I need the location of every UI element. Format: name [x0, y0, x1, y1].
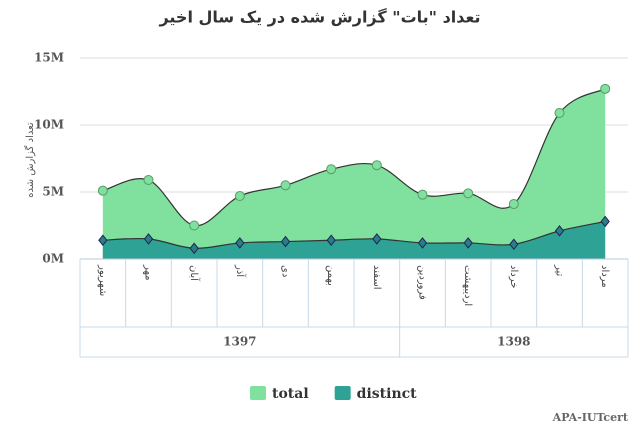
x-tick-label: آذر — [234, 264, 247, 278]
legend-label: total — [272, 386, 309, 402]
x-tick-label: اردیبهشت — [462, 265, 473, 306]
x-group-label: 1398 — [497, 335, 530, 349]
x-tick-label: بهمن — [325, 265, 336, 286]
marker — [463, 237, 473, 249]
marker — [417, 237, 428, 249]
y-tick-label: 0M — [42, 252, 64, 266]
x-tick-label: خرداد — [508, 265, 519, 288]
marker — [554, 225, 565, 237]
marker — [509, 238, 519, 251]
marker — [372, 233, 382, 245]
area-fill — [102, 221, 606, 259]
y-tick-label: 5M — [42, 185, 64, 199]
marker — [600, 83, 611, 94]
y-tick-label: 10M — [34, 118, 64, 132]
legend-label: distinct — [357, 386, 417, 402]
x-tick-label: مرداد — [599, 265, 610, 288]
marker — [554, 107, 565, 118]
area-fill — [102, 88, 606, 259]
credit: APA-IUTcert — [552, 411, 629, 424]
marker — [326, 164, 337, 175]
marker — [143, 233, 154, 245]
legend-swatch — [250, 386, 266, 400]
marker — [508, 199, 519, 210]
x-tick-label: تیر — [554, 264, 565, 277]
marker — [463, 188, 474, 199]
x-tick-label: آبان — [188, 265, 201, 282]
marker — [143, 174, 154, 185]
marker — [235, 237, 245, 249]
x-tick-label: شهریور — [97, 264, 108, 296]
chart-title: تعداد "بات" گزارش شده در یک سال اخیر — [158, 8, 480, 27]
area-line — [102, 88, 606, 227]
x-tick-label: اسفند — [371, 265, 382, 289]
marker — [417, 189, 428, 200]
marker — [189, 220, 200, 231]
y-tick-label: 15M — [34, 51, 64, 65]
marker — [371, 160, 382, 171]
marker — [280, 180, 291, 191]
marker — [98, 234, 108, 247]
marker — [280, 235, 291, 248]
marker — [97, 185, 108, 196]
x-tick-label: دی — [280, 265, 291, 277]
marker — [326, 234, 336, 247]
marker — [234, 191, 245, 202]
y-axis-title: تعداد گزارش شده — [24, 122, 36, 198]
x-tick-label: فروردین — [417, 265, 428, 300]
marker — [189, 242, 199, 255]
x-group-label: 1397 — [223, 335, 256, 349]
marker — [600, 215, 610, 228]
legend-swatch — [334, 386, 351, 400]
x-tick-label: مهر — [143, 264, 154, 280]
